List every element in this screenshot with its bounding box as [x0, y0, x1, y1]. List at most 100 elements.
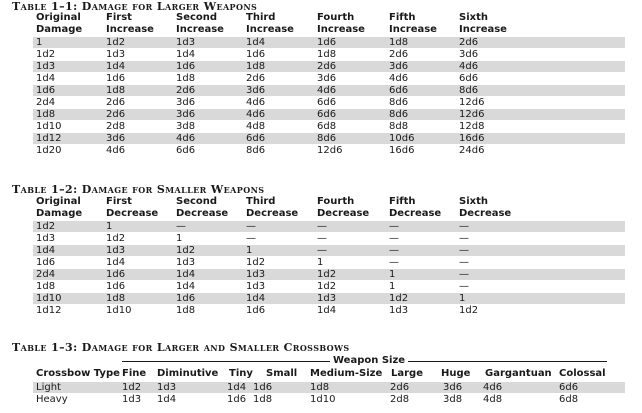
column-header: Fourth [317, 12, 355, 23]
table-cell: 1 [36, 37, 43, 48]
table-row: 1d4 1d3 1d2 1 — — — [33, 245, 625, 256]
table-cell: 2d6 [176, 85, 196, 96]
table-cell: 6d8 [317, 121, 337, 132]
table-row: 1d2 1d3 1d4 1d6 1d8 2d6 3d6 [33, 49, 625, 60]
column-header: Second [176, 196, 218, 207]
column-header: Third [246, 196, 276, 207]
table-cell: 1 [389, 281, 396, 292]
table-row: 2d4 2d6 3d6 4d6 6d6 8d6 12d6 [33, 97, 625, 108]
table-cell: 1d6 [246, 49, 266, 60]
column-header: Increase [246, 24, 294, 35]
table-cell: 1d2 [317, 281, 337, 292]
table-cell: 1d8 [310, 382, 330, 393]
column-header: Decrease [317, 208, 370, 219]
table-1-title: Table 1–1: Damage for Larger Weapons [12, 0, 258, 13]
table-cell: 24d6 [459, 145, 485, 156]
table-cell: 2d6 [390, 382, 410, 393]
table-cell: 1d3 [176, 257, 196, 268]
table-cell: 16d6 [459, 133, 485, 144]
table-cell: 4d6 [483, 382, 503, 393]
table-cell: — [317, 233, 327, 244]
table-cell: 1 [389, 269, 396, 280]
table-cell: 8d8 [389, 121, 409, 132]
table-cell: 1d3 [36, 61, 56, 72]
column-header: Decrease [459, 208, 512, 219]
table-cell: 10d6 [389, 133, 415, 144]
table-row: 1d12 1d10 1d8 1d6 1d4 1d3 1d2 [33, 305, 625, 316]
table-cell: 1d8 [176, 305, 196, 316]
table-cell: 4d8 [246, 121, 266, 132]
column-header: Increase [459, 24, 507, 35]
table-cell: 2d6 [246, 73, 266, 84]
table-row: 1d8 1d6 1d4 1d3 1d2 1 — [33, 281, 625, 292]
table-cell: — [317, 221, 327, 232]
table-cell: — [459, 221, 469, 232]
column-header: Decrease [246, 208, 299, 219]
table-cell: 8d6 [317, 133, 337, 144]
column-header: Gargantuan [485, 368, 552, 379]
table-cell: 1d3 [246, 281, 266, 292]
table-cell: 1d3 [317, 293, 337, 304]
column-header: Small [266, 368, 298, 379]
table-cell: — [389, 233, 399, 244]
table-cell: 4d6 [106, 145, 126, 156]
table-cell: 1d8 [253, 394, 273, 405]
table-cell: 6d6 [559, 382, 579, 393]
column-header: Decrease [106, 208, 159, 219]
table-cell: 1 [106, 221, 113, 232]
table-cell: 1d6 [246, 305, 266, 316]
table-cell: 1d3 [157, 382, 177, 393]
table-cell: 4d8 [483, 394, 503, 405]
table-cell: 1d4 [106, 257, 126, 268]
table-cell: 1d8 [36, 109, 56, 120]
table-cell: 4d6 [176, 133, 196, 144]
table-cell: 1d4 [36, 73, 56, 84]
table-cell: 1d2 [106, 37, 126, 48]
table-cell: 6d8 [559, 394, 579, 405]
table-cell: 1d12 [36, 133, 62, 144]
table-cell: 4d6 [459, 61, 479, 72]
table-cell: 6d6 [317, 109, 337, 120]
table-cell: — [176, 221, 186, 232]
table-cell: 1d3 [389, 305, 409, 316]
table-cell: 1d3 [122, 394, 142, 405]
table-cell: 8d6 [246, 145, 266, 156]
column-header: Second [176, 12, 218, 23]
table-cell: 2d8 [106, 121, 126, 132]
table-cell: 1d8 [246, 61, 266, 72]
table-cell: 1d6 [106, 73, 126, 84]
table-cell: 8d6 [459, 85, 479, 96]
column-header: Fifth [389, 12, 416, 23]
table-row: 1d2 1 — — — — — [33, 221, 625, 232]
table-cell: — [389, 245, 399, 256]
table-cell: 1d3 [106, 49, 126, 60]
table-cell: 3d6 [176, 109, 196, 120]
table-cell: 1d4 [317, 305, 337, 316]
column-header: Colossal [559, 368, 606, 379]
table-cell: 1d4 [176, 281, 196, 292]
table-cell: 1d4 [157, 394, 177, 405]
table-cell: 1d4 [176, 269, 196, 280]
table-cell: 1d12 [36, 305, 62, 316]
table-cell: 1d3 [176, 37, 196, 48]
table-cell: 3d8 [443, 394, 463, 405]
table-cell: 6d6 [459, 73, 479, 84]
table-row: 1 1d2 1d3 1d4 1d6 1d8 2d6 [33, 37, 625, 48]
table-cell: 1d8 [317, 49, 337, 60]
column-header: Huge [441, 368, 471, 379]
table-cell: 1d3 [36, 233, 56, 244]
table-cell: 2d6 [106, 97, 126, 108]
table-cell: 1d4 [227, 382, 247, 393]
table-cell: — [459, 281, 469, 292]
column-header: First [106, 196, 132, 207]
table-cell: 2d6 [106, 109, 126, 120]
table-cell: 1d8 [176, 73, 196, 84]
table-row: 1d6 1d8 2d6 3d6 4d6 6d6 8d6 [33, 85, 625, 96]
table-cell: 3d6 [246, 85, 266, 96]
table-cell: 6d6 [246, 133, 266, 144]
weapon-size-label: Weapon Size [330, 356, 409, 366]
column-header: Crossbow Type [36, 368, 120, 379]
table-cell: 1d10 [310, 394, 336, 405]
table-2-title: Table 1–2: Damage for Smaller Weapons [12, 183, 265, 196]
table-row: Light 1d2 1d3 1d4 1d6 1d8 2d6 3d6 4d6 6d6 [33, 382, 625, 393]
